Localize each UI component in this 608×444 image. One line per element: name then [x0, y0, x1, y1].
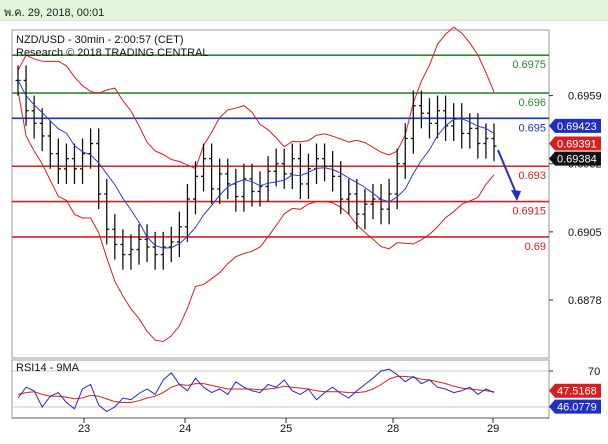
rsi-panel-frame: [11, 359, 550, 419]
x-tick-label: 23: [78, 423, 90, 435]
forecast-arrow: [497, 149, 521, 202]
level-label: 0.695: [518, 122, 546, 134]
rsi-badge: [549, 399, 601, 414]
support-resistance-levels: 0.6975 0.696 0.695 0.693 0.6915 0.69: [12, 54, 549, 253]
level-label: 0.696: [518, 97, 546, 109]
y-tick-label: 0.6878: [568, 295, 602, 307]
price-badge: [549, 118, 601, 133]
x-tick-label: 29: [487, 423, 499, 435]
upper-band: [17, 26, 495, 170]
price-badge: [549, 136, 601, 151]
bollinger-bands: [17, 26, 495, 343]
level-label: 0.6915: [512, 206, 546, 218]
x-tick-label: 24: [179, 423, 191, 435]
x-tick-label: 25: [280, 423, 292, 435]
y-tick-label: 0.6959: [568, 91, 602, 103]
rsi-badge: [549, 383, 601, 398]
arrow-head: [511, 190, 521, 202]
rsi-label: RSI14 - 9MA: [16, 362, 80, 374]
header-bar: พ.ค. 29, 2018, 00:01: [0, 0, 608, 21]
rsi-badge-label: 47.5168: [557, 386, 597, 398]
arrow-shaft: [497, 149, 517, 194]
x-tick-label: 28: [387, 423, 399, 435]
main-panel-frame: [11, 29, 550, 359]
ma-line: [17, 80, 495, 249]
price-badge-label: 0.69384: [557, 154, 597, 166]
candles: [15, 65, 497, 270]
rsi-badge-label: 46.0779: [557, 402, 597, 414]
time-axis: 23 24 25 28 29: [78, 418, 499, 435]
rsi-line: [17, 368, 495, 413]
price-badge: [549, 151, 601, 166]
lower-band: [17, 90, 495, 343]
level-label: 0.693: [518, 170, 546, 182]
chart-datetime: พ.ค. 29, 2018, 00:01: [4, 7, 105, 19]
level-label: 0.6975: [512, 59, 546, 71]
price-badges: 0.69423 0.69391 0.69384: [549, 118, 601, 166]
moving-average: [17, 80, 495, 249]
y-tick-label: 0.6905: [568, 227, 602, 239]
price-badge-label: 0.69391: [557, 139, 597, 151]
rsi-y-tick-label: 70: [588, 366, 600, 378]
chart-title: NZD/USD - 30min - 2:00:57 (CET): [16, 34, 183, 46]
price-badge-label: 0.69423: [557, 121, 597, 133]
chart-subtitle: Research © 2018 TRADING CENTRAL: [16, 47, 209, 59]
level-label: 0.69: [525, 241, 546, 253]
